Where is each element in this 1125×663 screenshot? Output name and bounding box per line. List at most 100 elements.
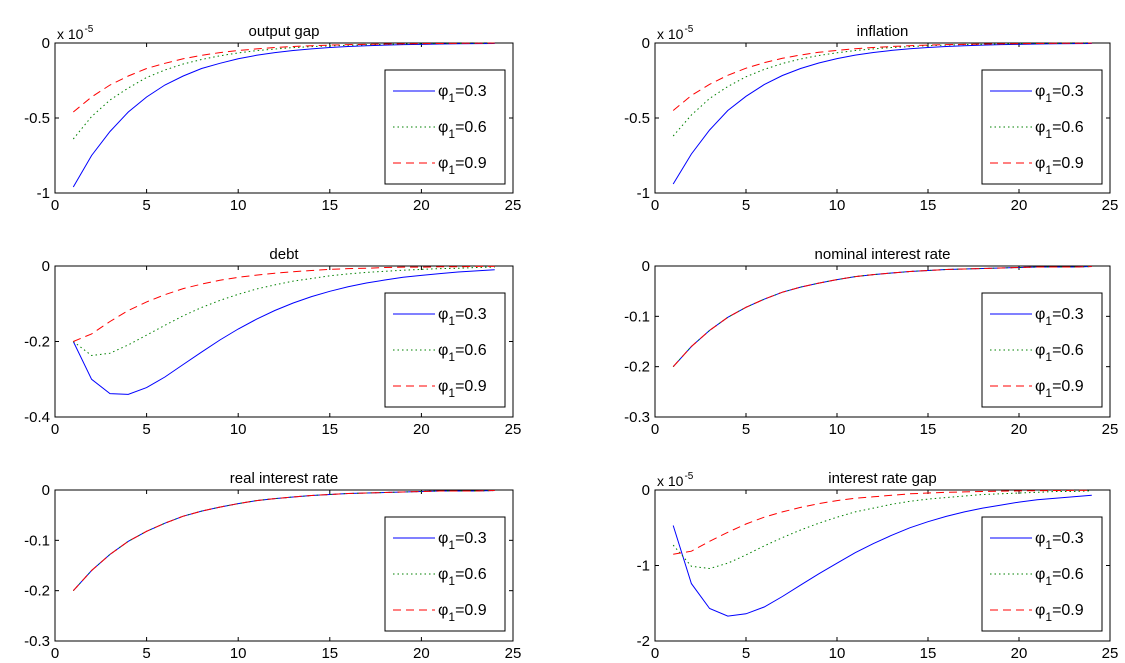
x-tick-label: 20: [413, 197, 430, 214]
x-tick-label: 15: [321, 421, 338, 438]
axes-frame: [54, 489, 514, 642]
legend-label: φ1=0.6: [438, 342, 487, 364]
legend-label: φ1=0.3: [438, 306, 487, 328]
y-tick-label: -2: [637, 633, 650, 650]
x-tick-label: 0: [651, 645, 659, 662]
subplot-title: nominal interest rate: [815, 246, 951, 263]
subplot-4: 0 5 10 15 20 25 -0.3 -0.2 -0.1 0 nominal interest …: [624, 246, 1118, 438]
legend: φ1=0.3 φ1=0.6 φ1=0.9: [981, 292, 1103, 408]
x-tick-label: 25: [1102, 421, 1119, 438]
y-tick-label: 0: [642, 482, 650, 499]
legend-box: [981, 69, 1103, 185]
x-tick-label: 10: [230, 421, 247, 438]
legend: φ1=0.3 φ1=0.6 φ1=0.9: [384, 516, 506, 632]
legend-label: φ1=0.6: [438, 119, 487, 141]
subplot-title: interest rate gap: [828, 470, 936, 487]
x-tick-label: 15: [920, 645, 937, 662]
subplot-title: real interest rate: [230, 470, 338, 487]
x-tick-label: 20: [1011, 421, 1028, 438]
legend-label: φ1=0.9: [1035, 155, 1084, 177]
y-tick-label: -0.5: [624, 110, 650, 127]
y-tick-label: -1: [637, 185, 650, 202]
x-tick-label: 15: [920, 421, 937, 438]
x-tick-label: 10: [230, 197, 247, 214]
legend: φ1=0.3 φ1=0.6 φ1=0.9: [384, 69, 506, 185]
legend-label: φ1=0.9: [438, 155, 487, 177]
y-tick-label: -1: [37, 185, 50, 202]
y-tick-label: -0.2: [24, 583, 50, 600]
legend-label: φ1=0.6: [438, 566, 487, 588]
legend-label: φ1=0.9: [438, 602, 487, 624]
series-line: [72, 269, 495, 395]
axes-frame: [654, 265, 1111, 418]
x-tick-label: 0: [51, 645, 59, 662]
series-line: [72, 43, 495, 188]
y-tick-label: -0.3: [24, 633, 50, 650]
x-tick-label: 5: [142, 645, 150, 662]
legend-box: [981, 516, 1103, 632]
x-tick-label: 10: [829, 197, 846, 214]
series-line: [672, 42, 1092, 111]
legend-label: φ1=0.3: [438, 530, 487, 552]
x-tick-label: 5: [142, 197, 150, 214]
x-tick-label: 20: [413, 421, 430, 438]
legend-box: [981, 292, 1103, 408]
x-tick-label: 15: [920, 197, 937, 214]
subplot-title: output gap: [249, 23, 320, 40]
y-tick-label: -0.2: [24, 334, 50, 351]
y-tick-label: -0.2: [624, 359, 650, 376]
y-tick-label: -0.1: [624, 308, 650, 325]
x-tick-label: 15: [321, 645, 338, 662]
legend-box: [384, 69, 506, 185]
x-tick-label: 10: [829, 421, 846, 438]
x-tick-label: 5: [742, 197, 750, 214]
x-tick-label: 0: [651, 197, 659, 214]
y-tick-label: -0.3: [624, 409, 650, 426]
x-tick-label: 15: [321, 197, 338, 214]
series-line: [672, 43, 1092, 185]
x-tick-label: 5: [142, 421, 150, 438]
x-tick-label: 25: [1102, 645, 1119, 662]
x-tick-label: 20: [1011, 645, 1028, 662]
x-tick-label: 5: [742, 645, 750, 662]
y-tick-label: 0: [42, 35, 50, 52]
legend-box: [384, 516, 506, 632]
legend-box: [384, 292, 506, 408]
subplot-6: 0 5 10 15 20 25 -2 -1 0 interest rate gap x 10-5 φ1…: [637, 470, 1119, 662]
y-tick-label: -0.1: [24, 532, 50, 549]
series-line: [672, 494, 1092, 617]
legend-label: φ1=0.3: [1035, 530, 1084, 552]
legend-label: φ1=0.6: [1035, 119, 1084, 141]
legend-label: φ1=0.3: [438, 83, 487, 105]
x-tick-label: 25: [505, 197, 522, 214]
legend: φ1=0.3 φ1=0.6 φ1=0.9: [981, 69, 1103, 185]
x-tick-label: 20: [1011, 197, 1028, 214]
series-line: [672, 490, 1092, 570]
subplot-5: 0 5 10 15 20 25 -0.3 -0.2 -0.1 0 real interest rat…: [24, 470, 521, 662]
y-tick-label: 0: [42, 258, 50, 275]
x-tick-label: 25: [1102, 197, 1119, 214]
y-tick-label: 0: [642, 258, 650, 275]
x-tick-label: 25: [505, 645, 522, 662]
y-tick-label: -1: [637, 558, 650, 575]
legend-label: φ1=0.6: [1035, 342, 1084, 364]
legend-label: φ1=0.3: [1035, 306, 1084, 328]
legend-label: φ1=0.6: [1035, 566, 1084, 588]
y-tick-label: -0.5: [24, 110, 50, 127]
y-exponent-label: x 10-5: [657, 24, 694, 42]
x-tick-label: 25: [505, 421, 522, 438]
series-line: [72, 42, 495, 113]
legend: φ1=0.3 φ1=0.6 φ1=0.9: [981, 516, 1103, 632]
series-line: [73, 265, 495, 342]
subplot-title: debt: [269, 246, 299, 263]
series-line: [672, 42, 1092, 137]
x-tick-label: 0: [651, 421, 659, 438]
y-tick-label: 0: [42, 482, 50, 499]
x-tick-label: 0: [51, 197, 59, 214]
series-line: [672, 266, 1092, 368]
series-line: [72, 490, 495, 592]
legend-label: φ1=0.9: [1035, 378, 1084, 400]
legend-label: φ1=0.3: [1035, 83, 1084, 105]
